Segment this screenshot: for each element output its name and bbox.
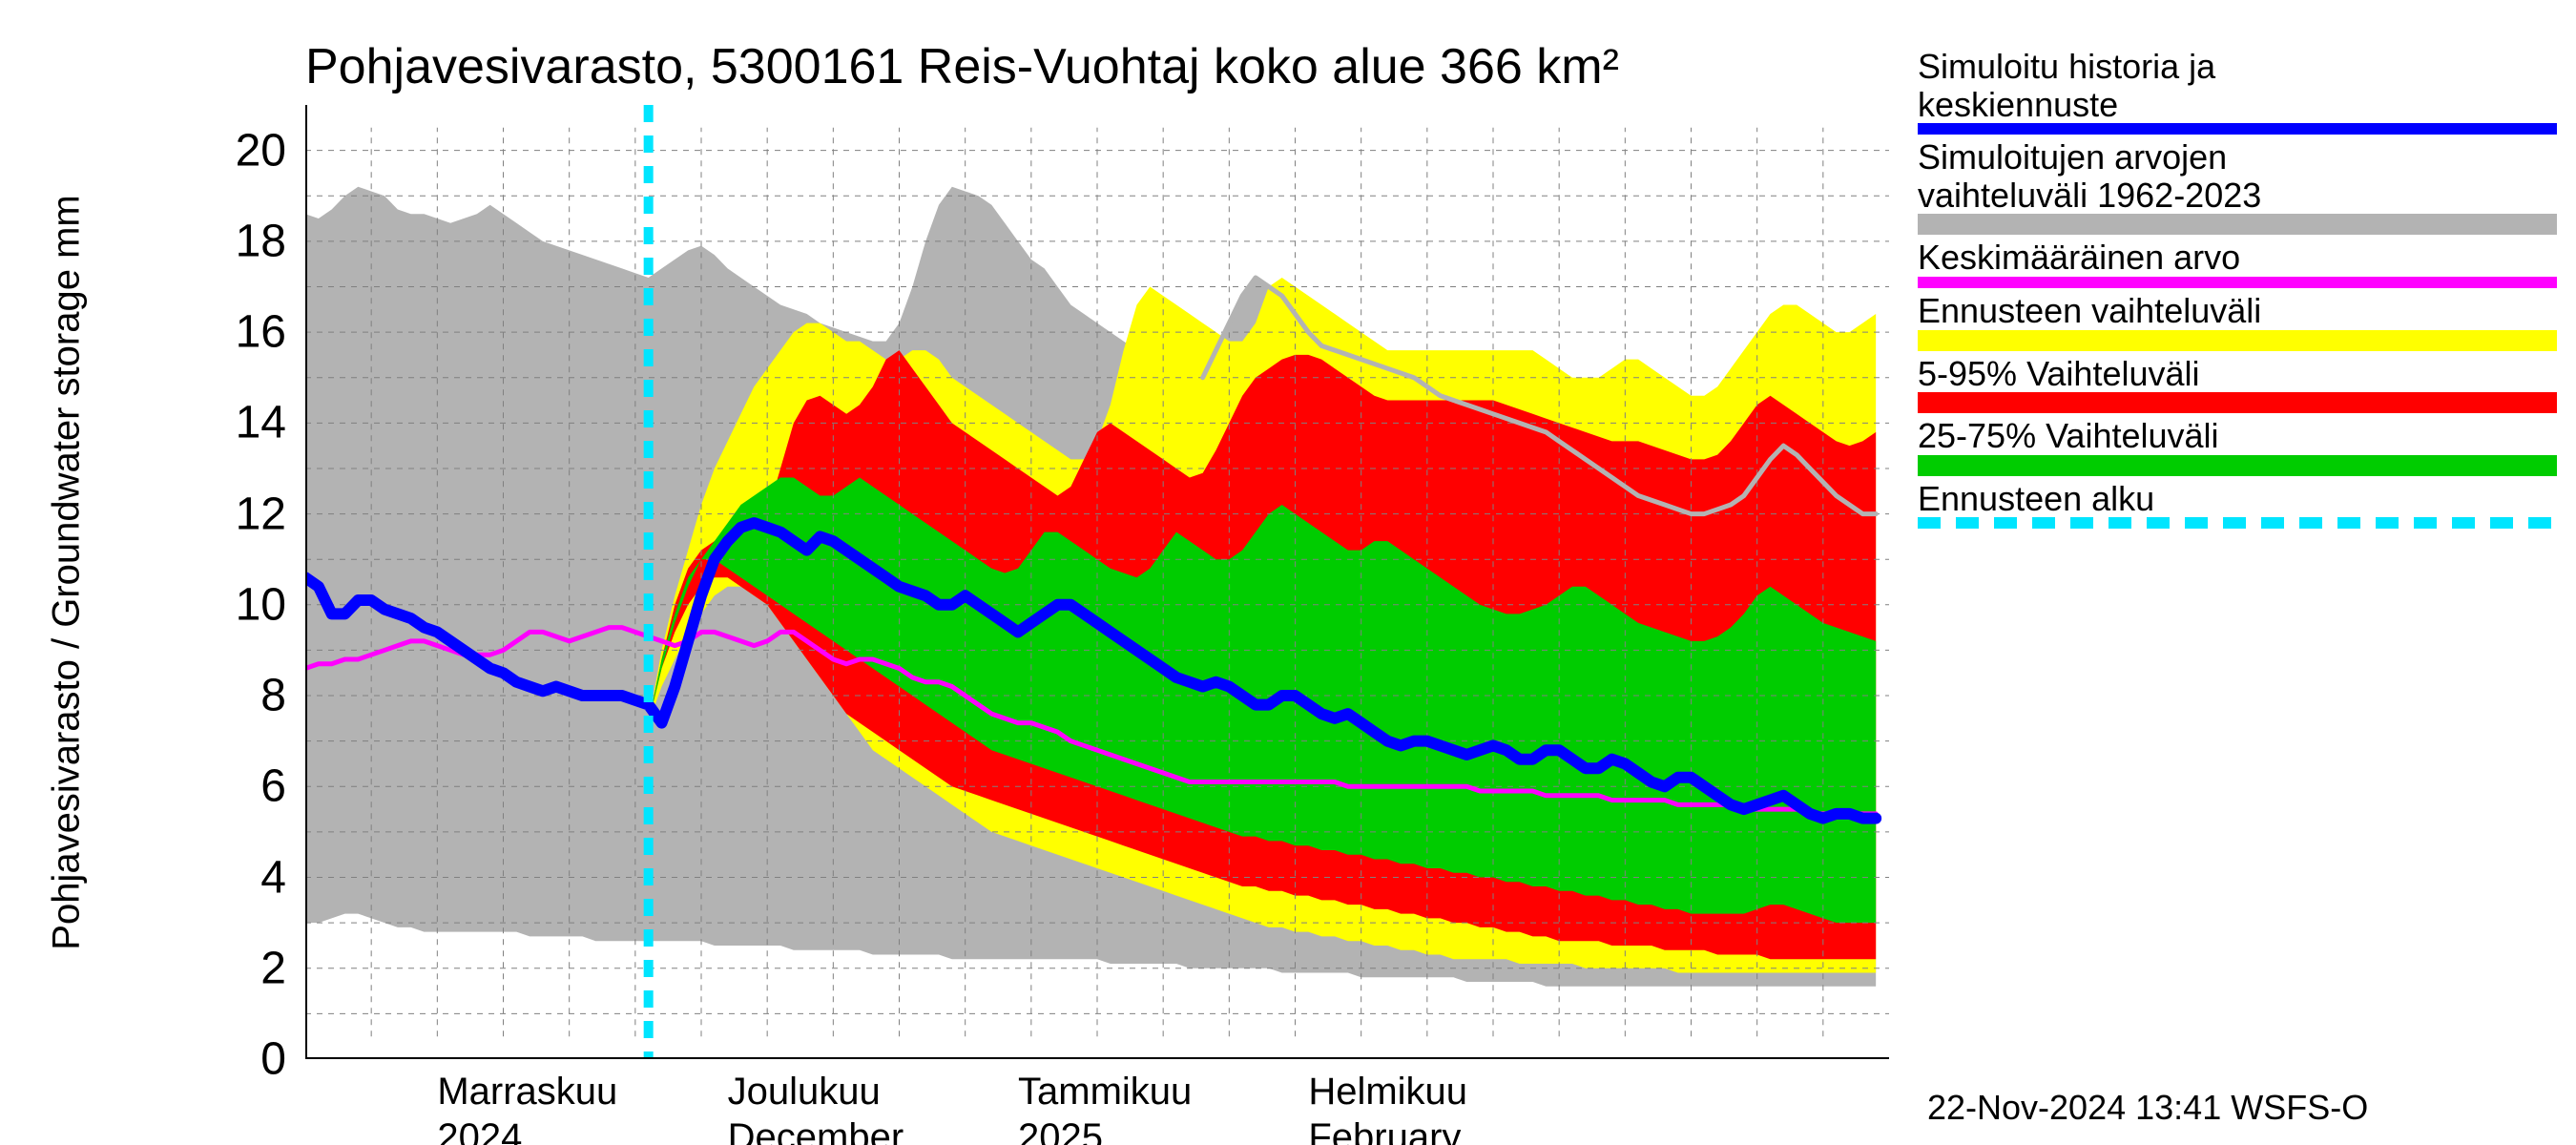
footer-timestamp: 22-Nov-2024 13:41 WSFS-O — [1927, 1088, 2368, 1128]
legend-swatch — [1918, 123, 2557, 135]
legend-label: Simuloitujen arvojen — [1918, 138, 2557, 177]
y-tick-label: 0 — [95, 1033, 286, 1086]
legend-item: Ennusteen vaihteluväli — [1918, 292, 2557, 351]
legend-swatch — [1918, 392, 2557, 413]
y-tick-label: 2 — [95, 942, 286, 994]
legend-item: 25-75% Vaihteluväli — [1918, 417, 2557, 476]
x-tick-label: Tammikuu2025 — [1018, 1069, 1192, 1145]
legend-swatch — [1918, 214, 2557, 235]
legend-swatch — [1918, 330, 2557, 351]
legend: Simuloitu historia jakeskiennusteSimuloi… — [1918, 48, 2557, 532]
plot-svg — [305, 105, 1889, 1059]
legend-item: Simuloitu historia jakeskiennuste — [1918, 48, 2557, 135]
legend-label: Ennusteen alku — [1918, 480, 2557, 518]
y-tick-label: 20 — [95, 124, 286, 177]
legend-label: vaihteluväli 1962-2023 — [1918, 177, 2557, 215]
y-axis-label: Pohjavesivarasto / Groundwater storage m… — [46, 195, 89, 949]
y-tick-label: 8 — [95, 670, 286, 722]
chart-title: Pohjavesivarasto, 5300161 Reis-Vuohtaj k… — [305, 38, 1619, 95]
y-tick-label: 10 — [95, 578, 286, 631]
y-tick-label: 6 — [95, 760, 286, 813]
legend-label: Simuloitu historia ja — [1918, 48, 2557, 86]
chart-container: Pohjavesivarasto / Groundwater storage m… — [0, 0, 2576, 1145]
x-tick-label: HelmikuuFebruary — [1308, 1069, 1467, 1145]
legend-label: Keskimääräinen arvo — [1918, 239, 2557, 277]
legend-label: 25-75% Vaihteluväli — [1918, 417, 2557, 455]
legend-item: Keskimääräinen arvo — [1918, 239, 2557, 288]
legend-label: 5-95% Vaihteluväli — [1918, 355, 2557, 393]
y-tick-label: 12 — [95, 488, 286, 540]
x-tick-label: Marraskuu2024 — [437, 1069, 617, 1145]
plot-area — [305, 105, 1889, 1059]
x-tick-label: JoulukuuDecember — [728, 1069, 904, 1145]
y-tick-label: 4 — [95, 851, 286, 904]
y-tick-label: 18 — [95, 215, 286, 267]
legend-label: Ennusteen vaihteluväli — [1918, 292, 2557, 330]
y-tick-label: 16 — [95, 306, 286, 359]
legend-label: keskiennuste — [1918, 86, 2557, 124]
legend-item: 5-95% Vaihteluväli — [1918, 355, 2557, 414]
legend-item: Ennusteen alku — [1918, 480, 2557, 530]
legend-swatch — [1918, 517, 2557, 529]
legend-swatch — [1918, 455, 2557, 476]
legend-swatch — [1918, 277, 2557, 288]
legend-item: Simuloitujen arvojenvaihteluväli 1962-20… — [1918, 138, 2557, 235]
y-tick-label: 14 — [95, 397, 286, 449]
